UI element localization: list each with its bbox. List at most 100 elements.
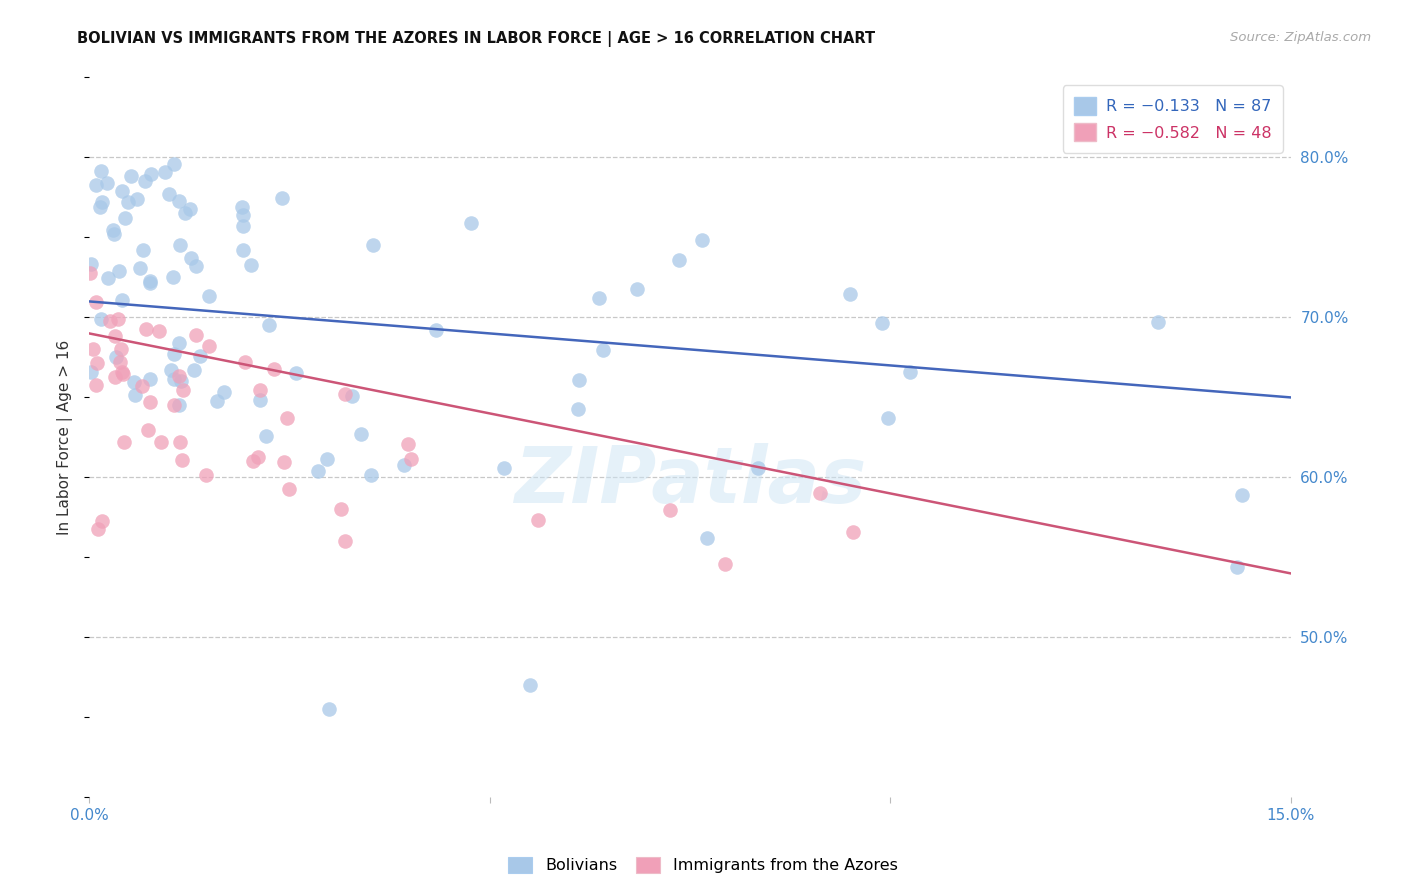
Point — [86, 356, 108, 370]
Point — [170, 453, 193, 467]
Point — [568, 373, 591, 387]
Point — [132, 243, 155, 257]
Point — [588, 291, 610, 305]
Point — [108, 355, 131, 369]
Point — [163, 347, 186, 361]
Point — [110, 365, 132, 379]
Point — [242, 454, 264, 468]
Point — [519, 678, 541, 692]
Point — [150, 435, 173, 450]
Point — [747, 461, 769, 475]
Point — [169, 435, 191, 450]
Point — [658, 502, 681, 516]
Point — [112, 368, 135, 382]
Point — [205, 393, 228, 408]
Point — [713, 558, 735, 572]
Point — [808, 485, 831, 500]
Point — [87, 522, 110, 536]
Point — [877, 411, 900, 425]
Point — [104, 329, 127, 343]
Point — [232, 243, 254, 257]
Point — [90, 514, 112, 528]
Point — [139, 395, 162, 409]
Point — [104, 351, 127, 365]
Point — [114, 211, 136, 226]
Text: BOLIVIAN VS IMMIGRANTS FROM THE AZORES IN LABOR FORCE | AGE > 16 CORRELATION CHA: BOLIVIAN VS IMMIGRANTS FROM THE AZORES I… — [77, 31, 876, 47]
Point — [284, 366, 307, 380]
Point — [141, 167, 163, 181]
Point — [270, 191, 292, 205]
Point — [104, 370, 127, 384]
Point — [232, 209, 254, 223]
Point — [333, 534, 356, 549]
Point — [692, 233, 714, 247]
Point — [148, 324, 170, 338]
Point — [112, 434, 135, 449]
Point — [96, 176, 118, 190]
Point — [79, 266, 101, 280]
Point — [139, 274, 162, 288]
Point — [107, 311, 129, 326]
Point — [153, 165, 176, 179]
Legend: Bolivians, Immigrants from the Azores: Bolivians, Immigrants from the Azores — [502, 850, 904, 880]
Point — [396, 437, 419, 451]
Point — [90, 312, 112, 326]
Point — [129, 260, 152, 275]
Point — [174, 206, 197, 220]
Point — [870, 316, 893, 330]
Point — [527, 512, 550, 526]
Point — [98, 314, 121, 328]
Point — [318, 702, 340, 716]
Point — [1147, 315, 1170, 329]
Point — [84, 378, 107, 392]
Point — [195, 468, 218, 483]
Point — [138, 371, 160, 385]
Point — [120, 169, 142, 184]
Point — [97, 271, 120, 285]
Point — [89, 200, 111, 214]
Point — [134, 174, 156, 188]
Point — [179, 202, 201, 217]
Point — [103, 227, 125, 242]
Point — [122, 376, 145, 390]
Point — [80, 257, 103, 271]
Point — [110, 342, 132, 356]
Point — [167, 398, 190, 412]
Point — [1225, 559, 1247, 574]
Point — [107, 264, 129, 278]
Point — [183, 363, 205, 377]
Point — [169, 368, 191, 383]
Point — [131, 379, 153, 393]
Point — [838, 287, 860, 301]
Point — [249, 392, 271, 407]
Point — [169, 237, 191, 252]
Point — [273, 455, 295, 469]
Point — [276, 411, 298, 425]
Point — [361, 237, 384, 252]
Point — [240, 258, 263, 272]
Point — [163, 157, 186, 171]
Point — [184, 328, 207, 343]
Point — [180, 251, 202, 265]
Point — [90, 164, 112, 178]
Point — [231, 219, 253, 233]
Point — [360, 468, 382, 483]
Point — [460, 217, 482, 231]
Point — [163, 372, 186, 386]
Point — [841, 524, 863, 539]
Point — [278, 482, 301, 496]
Point — [160, 363, 183, 377]
Point — [127, 193, 149, 207]
Y-axis label: In Labor Force | Age > 16: In Labor Force | Age > 16 — [58, 340, 73, 535]
Point — [170, 374, 193, 388]
Point — [626, 282, 648, 296]
Point — [198, 338, 221, 352]
Point — [315, 452, 337, 467]
Point — [84, 178, 107, 193]
Point — [167, 336, 190, 351]
Point — [233, 355, 256, 369]
Point — [82, 342, 104, 356]
Point — [157, 187, 180, 202]
Point — [425, 323, 447, 337]
Point — [86, 295, 108, 310]
